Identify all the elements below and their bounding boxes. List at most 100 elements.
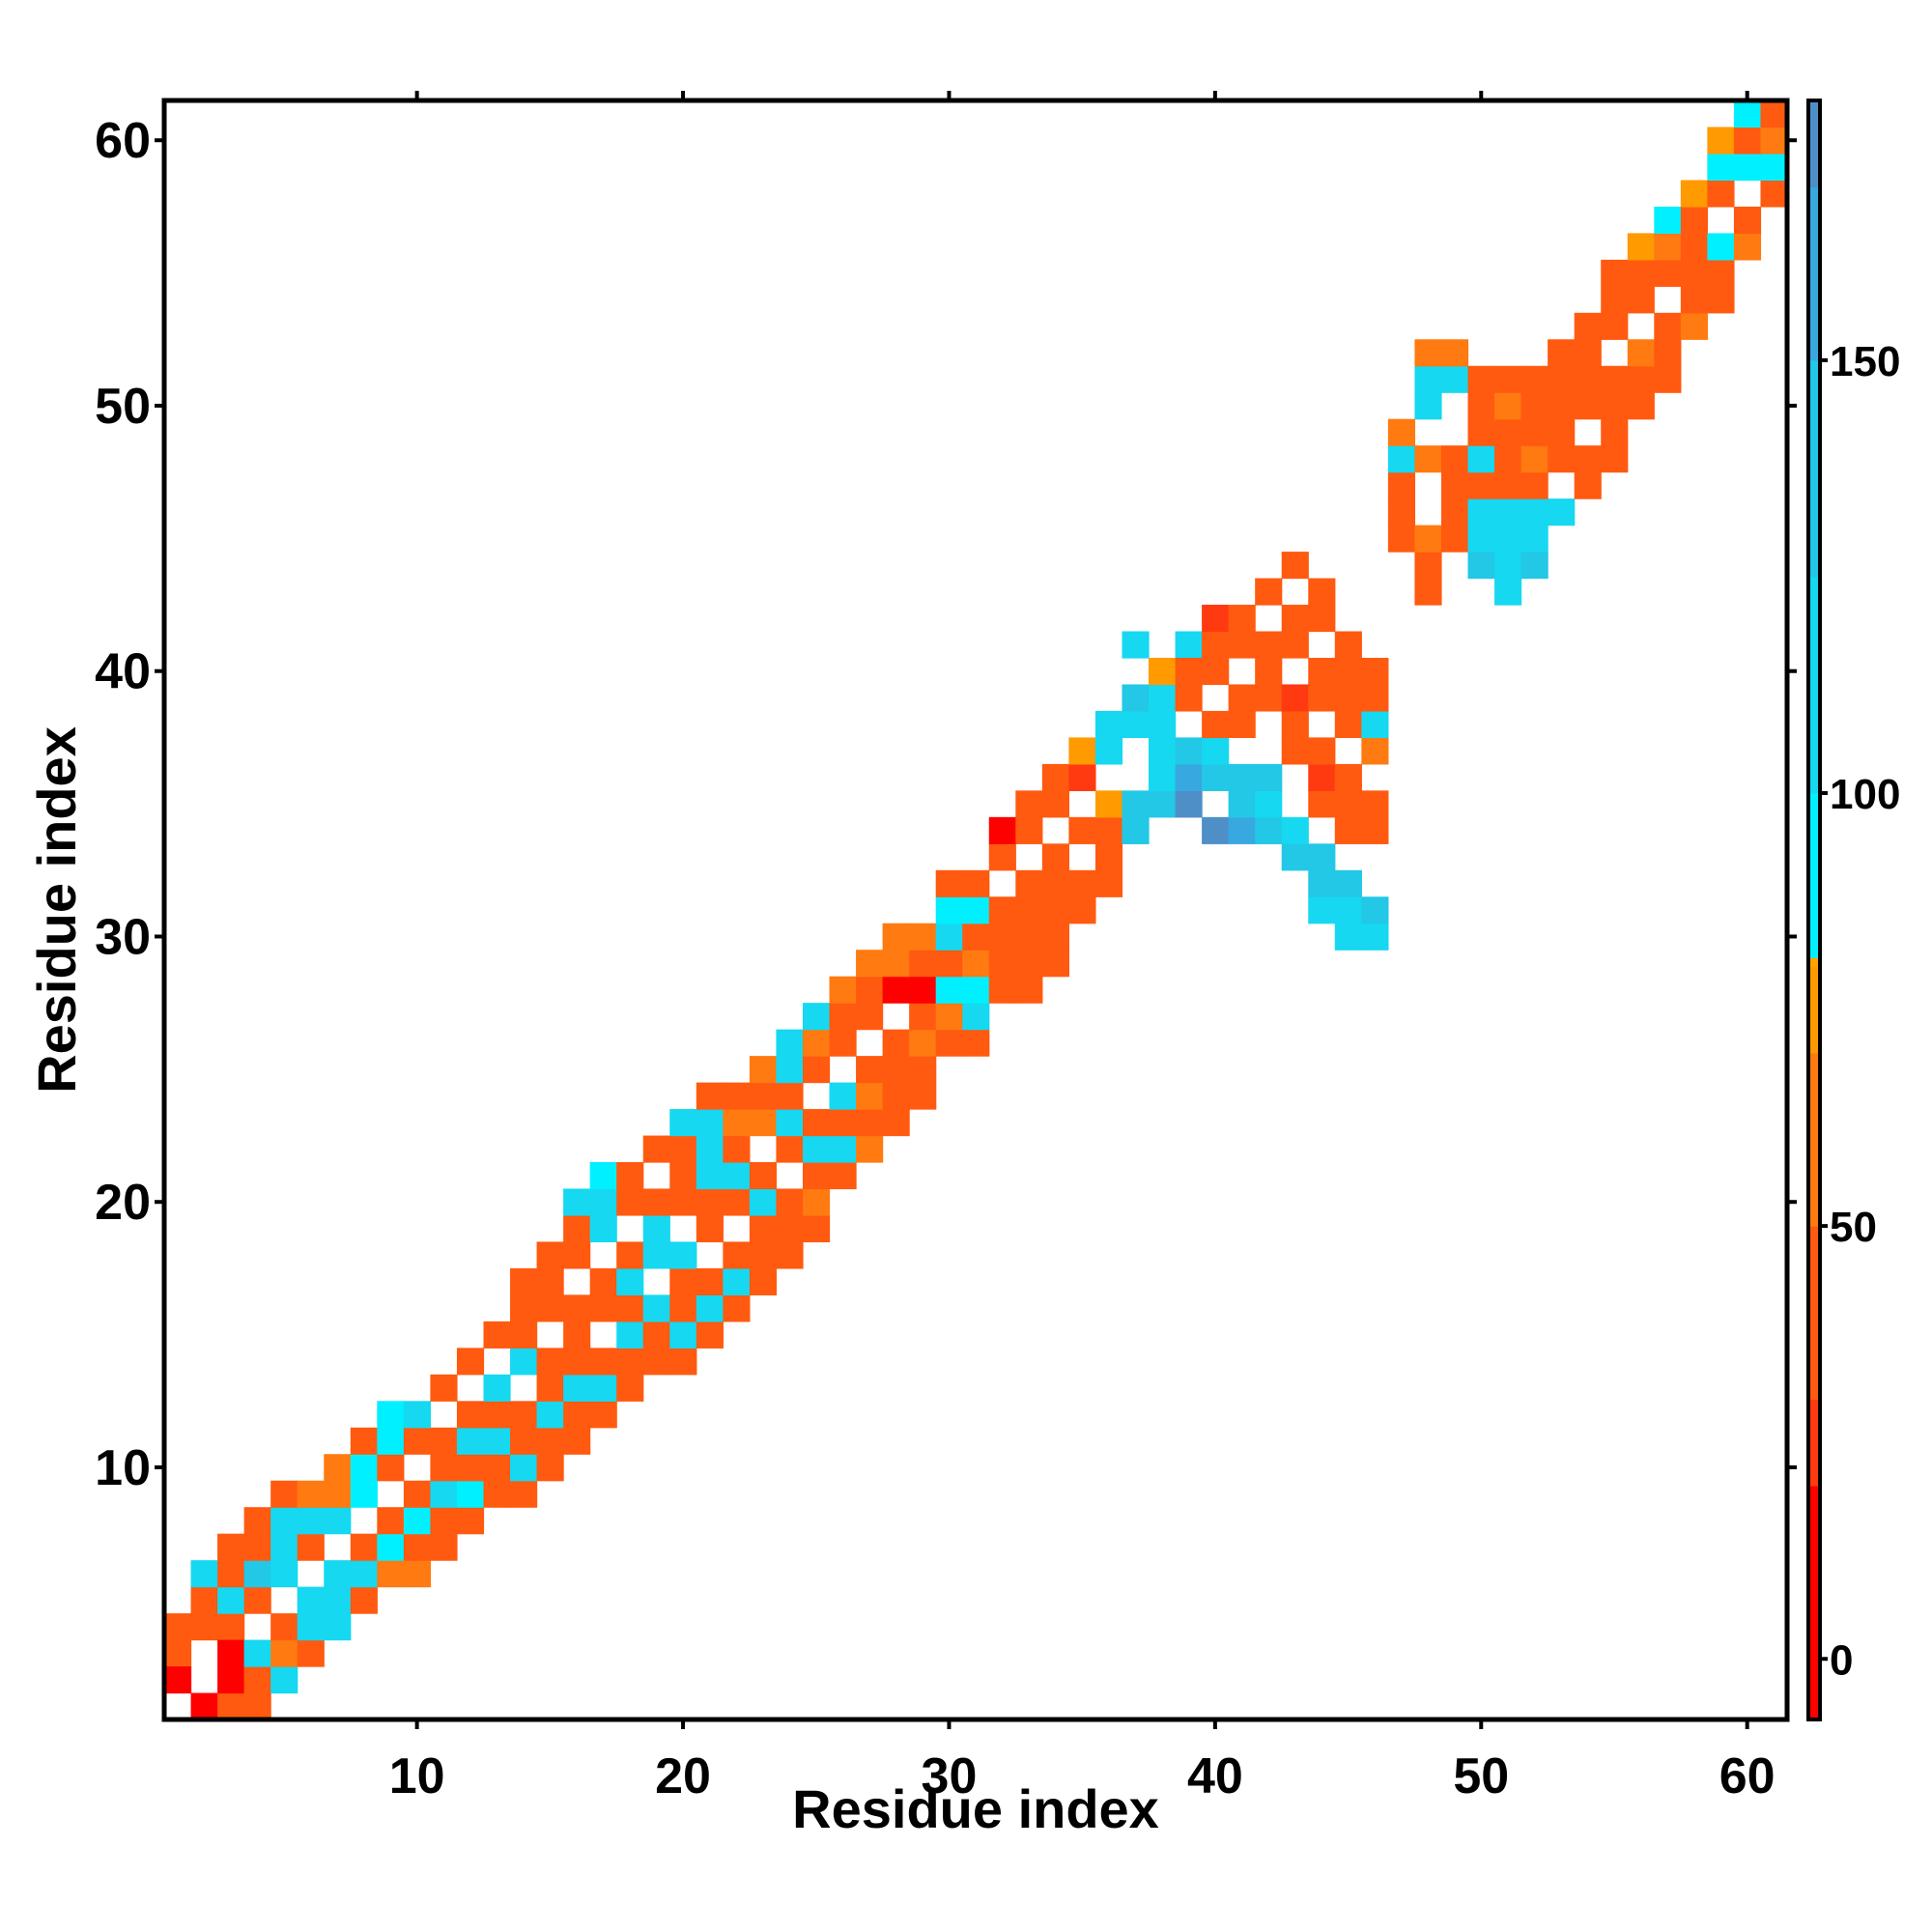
heatmap-cell xyxy=(935,976,963,1004)
heatmap-cell xyxy=(483,1480,511,1508)
heatmap-cell xyxy=(243,1692,271,1720)
colorbar-tick-label: 100 xyxy=(1830,771,1900,818)
colorbar-segment xyxy=(1808,100,1820,188)
heatmap-cell xyxy=(1015,869,1043,897)
heatmap-cell xyxy=(776,1109,804,1137)
heatmap-cell xyxy=(909,976,937,1004)
heatmap-cell xyxy=(324,1507,352,1535)
heatmap-cell xyxy=(589,1267,617,1295)
heatmap-cell xyxy=(1601,259,1629,287)
y-tick-label: 60 xyxy=(95,113,151,169)
heatmap-cell xyxy=(1467,471,1495,499)
heatmap-cell xyxy=(190,1692,218,1720)
heatmap-cell xyxy=(1654,312,1682,340)
heatmap-cell xyxy=(1414,445,1442,473)
heatmap-cell xyxy=(1068,763,1096,791)
heatmap-cell xyxy=(1228,631,1256,659)
heatmap-cell xyxy=(882,1056,910,1084)
heatmap-cell xyxy=(164,1639,192,1667)
heatmap-cell xyxy=(403,1507,432,1535)
heatmap-cell xyxy=(1041,843,1069,871)
heatmap-cell xyxy=(403,1401,432,1429)
heatmap-cell xyxy=(1548,339,1576,367)
heatmap-cell xyxy=(1361,896,1389,924)
heatmap-cell xyxy=(696,1294,724,1322)
heatmap-cell xyxy=(217,1613,245,1641)
heatmap-cell xyxy=(1334,684,1362,712)
heatmap-cell xyxy=(1149,763,1177,791)
heatmap-cell xyxy=(1202,605,1230,633)
heatmap-cell xyxy=(962,896,990,924)
heatmap-cell xyxy=(510,1321,538,1349)
heatmap-cell xyxy=(962,1029,990,1057)
heatmap-cell xyxy=(350,1480,378,1508)
heatmap-cell xyxy=(696,1214,724,1243)
heatmap-cell xyxy=(324,1560,352,1588)
heatmap-cell xyxy=(190,1613,218,1641)
heatmap-cell xyxy=(1041,923,1069,951)
heatmap-cell xyxy=(1627,259,1655,287)
heatmap-cell xyxy=(1122,631,1150,659)
heatmap-cell xyxy=(563,1401,591,1429)
heatmap-cell xyxy=(909,1082,937,1110)
heatmap-cell xyxy=(377,1401,405,1429)
heatmap-cell xyxy=(456,1480,485,1508)
heatmap-cell xyxy=(856,976,884,1004)
heatmap-cell xyxy=(536,1294,564,1322)
heatmap-cell xyxy=(1627,392,1655,420)
heatmap-cell xyxy=(217,1666,245,1694)
heatmap-cell xyxy=(456,1401,485,1429)
heatmap-cell xyxy=(1334,631,1362,659)
heatmap-cell xyxy=(1494,471,1522,499)
heatmap-cell xyxy=(723,1188,751,1216)
heatmap-cell xyxy=(749,1214,778,1243)
heatmap-cell xyxy=(1520,552,1548,580)
heatmap-cell xyxy=(1202,737,1230,765)
heatmap-cell xyxy=(1414,578,1442,606)
heatmap-cell xyxy=(1122,816,1150,844)
heatmap-cell xyxy=(350,1560,378,1588)
heatmap-cell xyxy=(243,1666,271,1694)
heatmap-cell xyxy=(1440,365,1469,393)
heatmap-cell xyxy=(696,1135,724,1163)
heatmap-cell xyxy=(377,1454,405,1482)
heatmap-cell xyxy=(430,1374,458,1402)
heatmap-cell xyxy=(988,923,1016,951)
heatmap-cell xyxy=(510,1401,538,1429)
heatmap-cell xyxy=(1255,578,1283,606)
heatmap-cell xyxy=(1627,286,1655,314)
colorbar-segment xyxy=(1808,793,1820,958)
heatmap-cell xyxy=(909,1056,937,1084)
heatmap-cell xyxy=(1414,339,1442,367)
heatmap-cell xyxy=(1627,339,1655,367)
heatmap-cell xyxy=(1601,286,1629,314)
heatmap-cell xyxy=(164,1666,192,1694)
heatmap-cell xyxy=(1094,710,1123,739)
heatmap-cell xyxy=(297,1480,325,1508)
heatmap-cell xyxy=(802,1109,831,1137)
heatmap-cell xyxy=(696,1321,724,1349)
heatmap-cell xyxy=(1149,684,1177,712)
heatmap-cell xyxy=(430,1480,458,1508)
heatmap-cell xyxy=(1041,896,1069,924)
heatmap-cell xyxy=(510,1480,538,1508)
heatmap-cell xyxy=(1175,631,1203,659)
heatmap-cell xyxy=(1361,790,1389,818)
heatmap-cell xyxy=(829,1135,857,1163)
heatmap-cell xyxy=(589,1162,617,1190)
heatmap-cell xyxy=(723,1109,751,1137)
heatmap-cell xyxy=(483,1374,511,1402)
heatmap-cell xyxy=(456,1427,485,1455)
heatmap-cell xyxy=(1707,153,1735,182)
heatmap-cell xyxy=(270,1639,298,1667)
heatmap-cell xyxy=(297,1639,325,1667)
heatmap-cell xyxy=(1334,790,1362,818)
heatmap-cell xyxy=(1467,525,1495,553)
heatmap-cell xyxy=(1387,525,1416,553)
heatmap-cell xyxy=(1041,869,1069,897)
heatmap-cell xyxy=(217,1639,245,1667)
heatmap-cell xyxy=(1175,763,1203,791)
heatmap-cell xyxy=(324,1613,352,1641)
heatmap-cell xyxy=(589,1374,617,1402)
heatmap-cell xyxy=(802,1188,831,1216)
